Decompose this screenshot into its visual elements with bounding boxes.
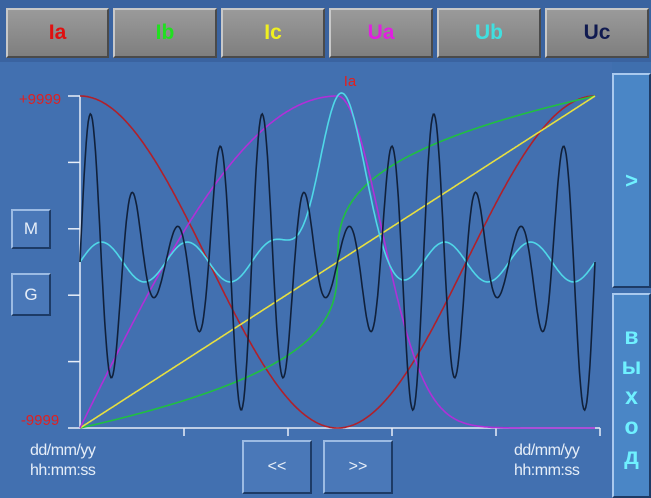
tab-uc[interactable]: Uc bbox=[545, 8, 649, 58]
y-axis-ticks bbox=[68, 95, 80, 429]
y-max-label: +9999 bbox=[19, 91, 61, 108]
exit-button[interactable]: в ы х о д bbox=[612, 293, 651, 498]
prev-page-button[interactable]: << bbox=[242, 440, 312, 494]
tab-ic[interactable]: Ic bbox=[221, 8, 325, 58]
waveform-uc bbox=[79, 112, 596, 412]
exit-letter: в bbox=[624, 322, 639, 349]
exit-button-label: в ы х о д bbox=[622, 321, 642, 471]
tab-ib[interactable]: Ib bbox=[113, 8, 217, 58]
prev-page-label: << bbox=[267, 458, 287, 475]
start-time: hh:mm:ss bbox=[30, 462, 96, 479]
g-button[interactable]: G bbox=[11, 273, 51, 316]
signal-tab-bar: Ia Ib Ic Ua Ub Uc bbox=[0, 0, 651, 62]
exit-letter: х bbox=[625, 382, 638, 409]
tab-ub-label: Ub bbox=[475, 21, 503, 44]
selected-signal-label: Ia bbox=[344, 73, 357, 90]
end-time: hh:mm:ss bbox=[514, 462, 580, 479]
tab-ua[interactable]: Ua bbox=[329, 8, 433, 58]
end-date: dd/mm/yy bbox=[514, 442, 580, 459]
forward-button[interactable]: > bbox=[612, 73, 651, 288]
waveform-plot: +9999 -9999 Ia bbox=[19, 73, 601, 436]
m-button[interactable]: M bbox=[11, 209, 51, 249]
g-button-label: G bbox=[24, 284, 38, 304]
x-axis-ticks bbox=[183, 428, 601, 436]
tab-ub[interactable]: Ub bbox=[437, 8, 541, 58]
next-page-label: >> bbox=[348, 458, 368, 475]
tab-ib-label: Ib bbox=[155, 21, 175, 44]
m-button-label: M bbox=[23, 219, 39, 238]
waveform-plot-area: +9999 -9999 Ia dd/mm/yy hh:mm:ss dd/mm/y… bbox=[0, 62, 612, 498]
exit-letter: ы bbox=[621, 352, 642, 379]
tab-ia[interactable]: Ia bbox=[6, 8, 109, 58]
y-min-label: -9999 bbox=[21, 412, 59, 429]
tab-ia-label: Ia bbox=[48, 21, 67, 44]
start-date: dd/mm/yy bbox=[30, 442, 96, 459]
exit-letter: д bbox=[624, 442, 639, 469]
waveform-ia bbox=[80, 95, 595, 429]
tab-uc-label: Uc bbox=[583, 21, 611, 44]
tab-ic-label: Ic bbox=[264, 21, 282, 44]
waveform-curves bbox=[79, 92, 596, 429]
tab-ua-label: Ua bbox=[367, 21, 395, 44]
exit-letter: о bbox=[624, 412, 639, 439]
forward-button-label: > bbox=[625, 167, 638, 193]
next-page-button[interactable]: >> bbox=[323, 440, 393, 494]
